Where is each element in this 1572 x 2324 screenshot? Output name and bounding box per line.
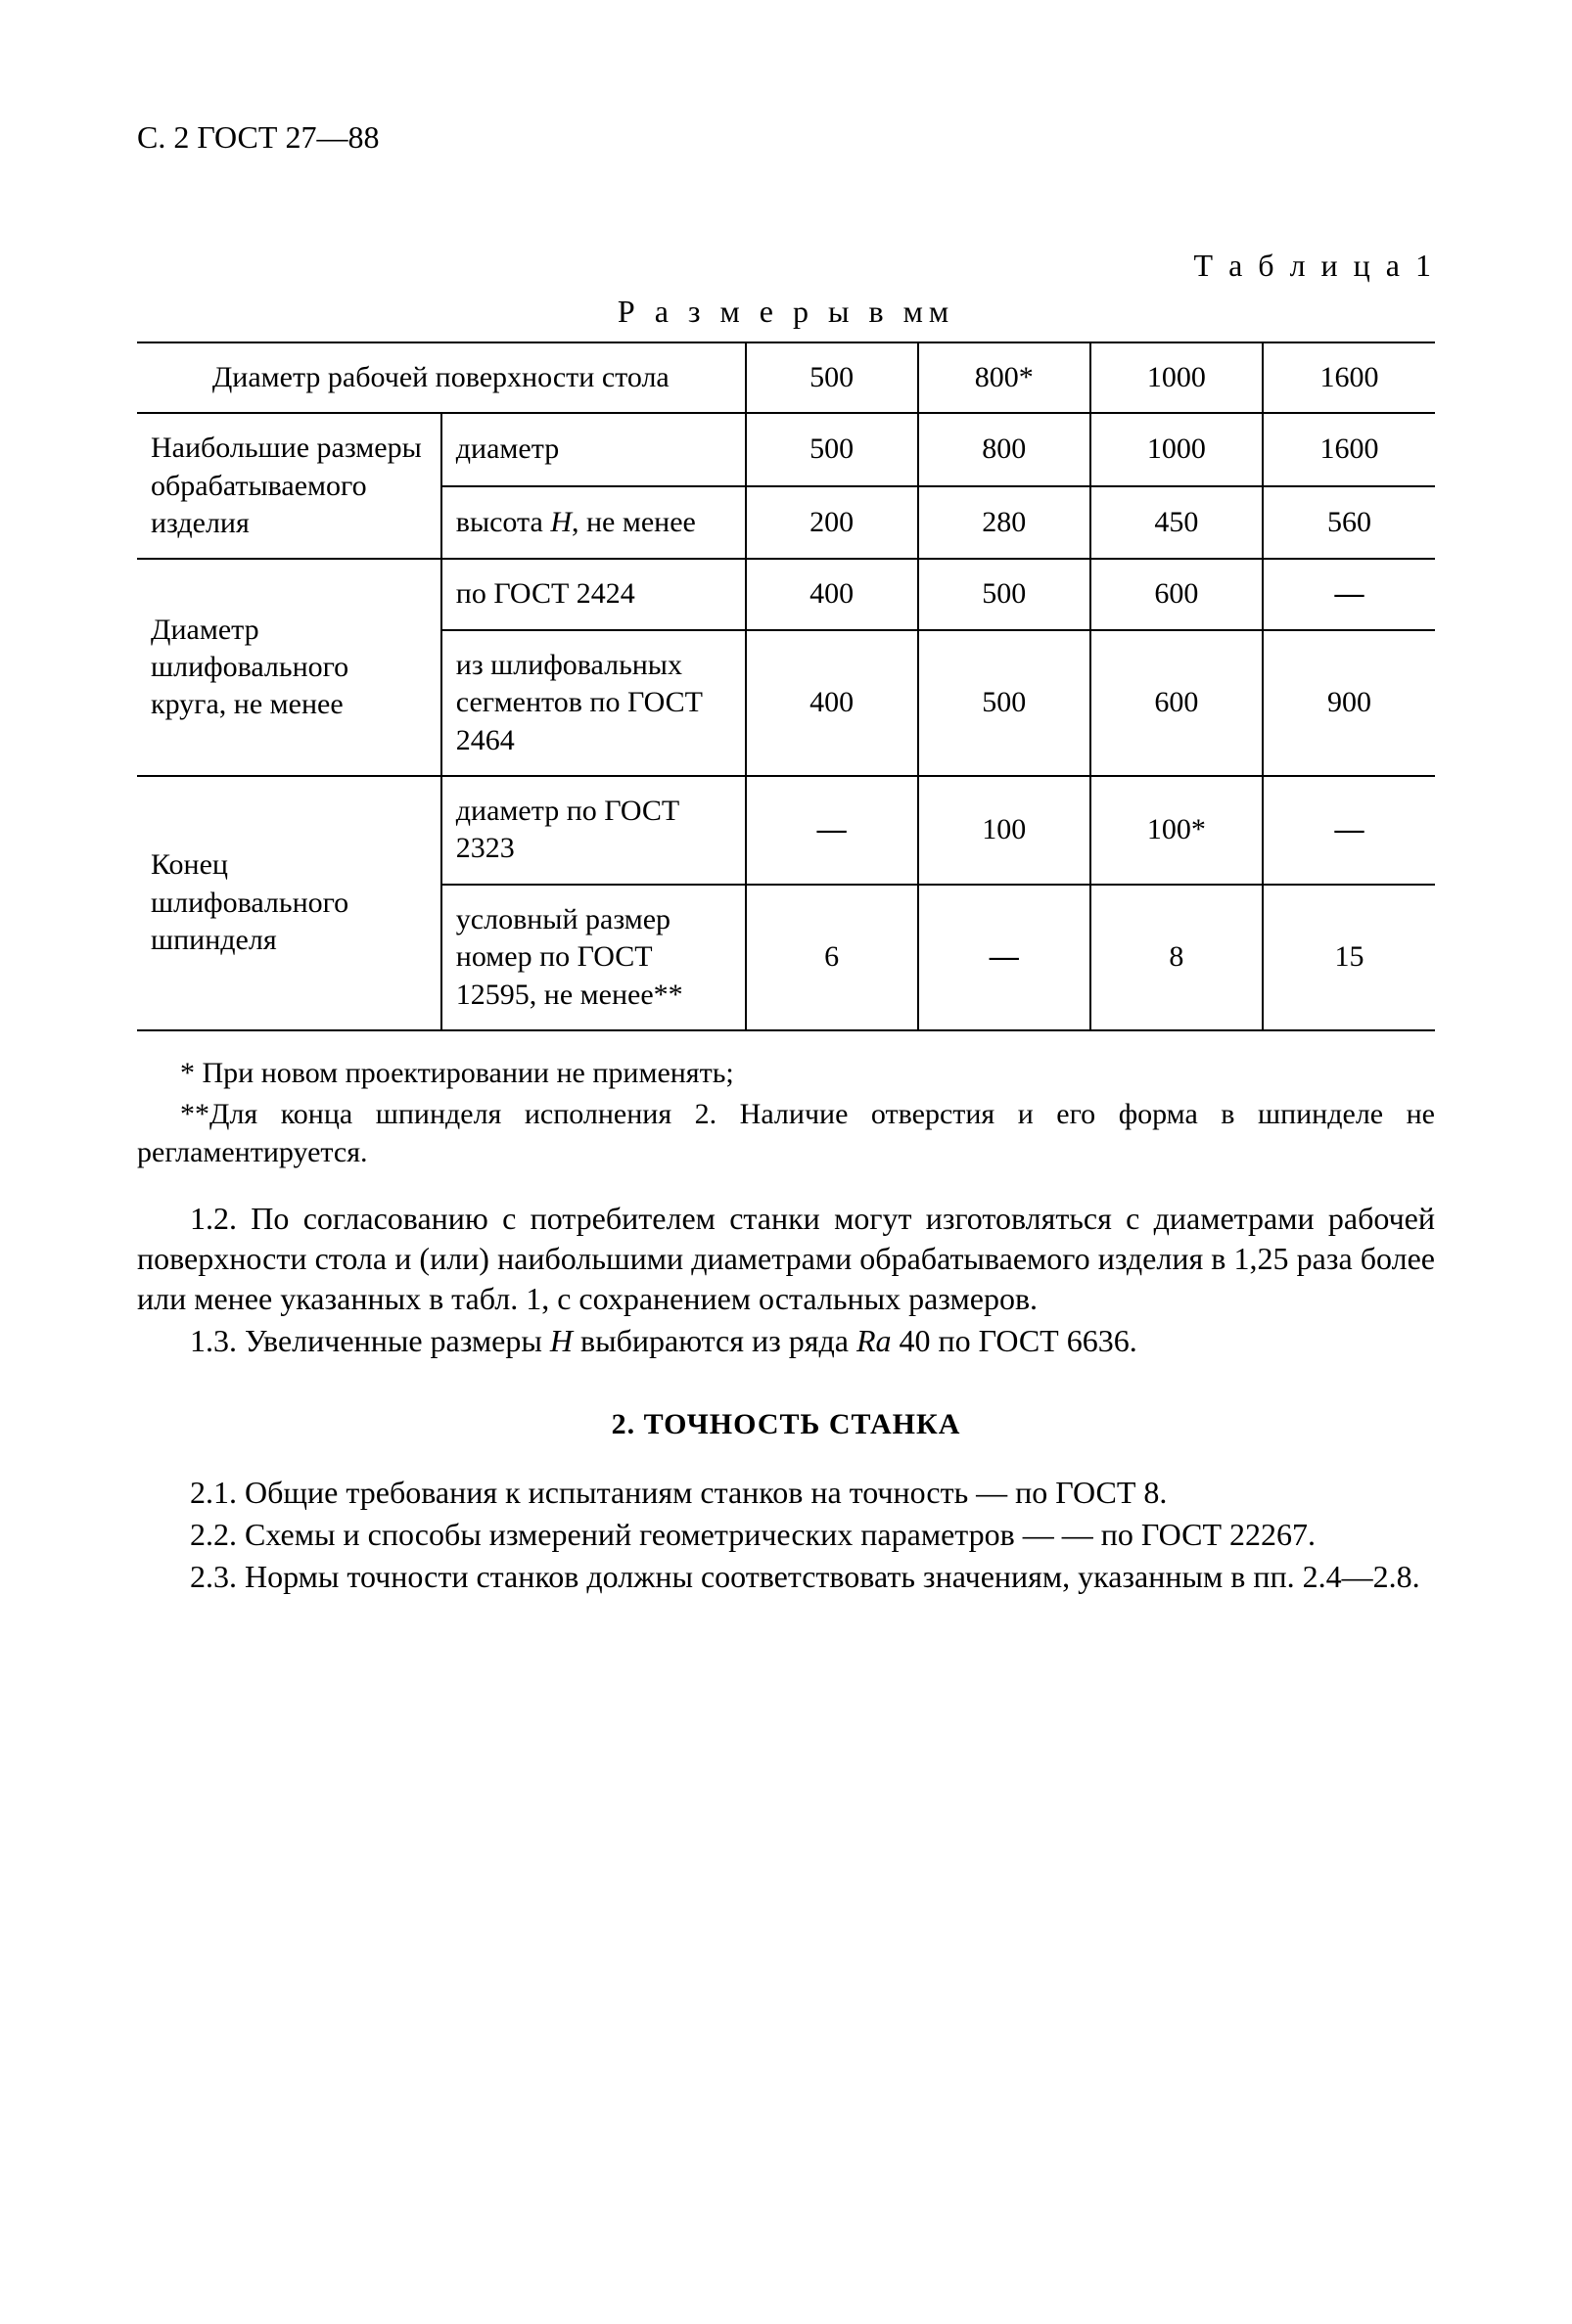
cell: 100* [1090,776,1263,885]
table-caption: Р а з м е р ы в мм [137,292,1435,332]
header-col-0: 500 [746,342,918,413]
cell: 200 [746,486,918,560]
cell: 1600 [1263,413,1435,486]
header-col-1: 800* [918,342,1090,413]
clause-2-2: 2.2. Схемы и способы измерений геометрич… [137,1515,1435,1555]
section-2-title: 2. ТОЧНОСТЬ СТАНКА [137,1406,1435,1443]
group-0-sub-1-label: высота Н, не менее [441,486,746,560]
footnote-1: * При новом проектировании не применять; [137,1055,1435,1092]
cell: 500 [746,413,918,486]
header-param: Диаметр рабочей поверхности стола [137,342,746,413]
group-2-label: Конец шлифовального шпинделя [137,776,441,1030]
table-header-row: Диаметр рабочей поверхности стола 500 80… [137,342,1435,413]
group-2-sub-0-label: диаметр по ГОСТ 2323 [441,776,746,885]
table-footnotes: * При новом проектировании не применять;… [137,1055,1435,1171]
cell: 1000 [1090,413,1263,486]
group-1-sub-1-label: из шлифовальных сегментов по ГОСТ 2464 [441,630,746,776]
footnote-2: **Для конца шпинделя исполнения 2. Налич… [137,1096,1435,1171]
page: С. 2 ГОСТ 27—88 Т а б л и ц а 1 Р а з м … [0,0,1572,2324]
table-row: Наибольшие размеры обрабатываемого издел… [137,413,1435,486]
page-header: С. 2 ГОСТ 27—88 [137,117,1435,158]
cell: 600 [1090,559,1263,629]
clause-2-3: 2.3. Нормы точности станков должны соотв… [137,1557,1435,1597]
cell: 8 [1090,885,1263,1030]
header-col-3: 1600 [1263,342,1435,413]
cell: 400 [746,630,918,776]
cell: 15 [1263,885,1435,1030]
cell: — [918,885,1090,1030]
cell: 500 [918,559,1090,629]
cell: 900 [1263,630,1435,776]
group-0-label: Наибольшие размеры обрабатываемого издел… [137,413,441,559]
cell: — [1263,559,1435,629]
var-Ra: Ra [856,1323,892,1358]
var-H: Н [550,1323,573,1358]
cell: 500 [918,630,1090,776]
cell: 600 [1090,630,1263,776]
group-1-sub-0-label: по ГОСТ 2424 [441,559,746,629]
clause-2-1: 2.1. Общие требования к испытаниям станк… [137,1473,1435,1513]
text-frag: выбираются из ряда [573,1323,856,1358]
clause-1-2-1-3: 1.2. По согласованию с потребителем стан… [137,1199,1435,1361]
clause-1-3: 1.3. Увеличенные размеры Н выбираются из… [137,1321,1435,1361]
group-2-sub-1-label: условный размер номер по ГОСТ 12595, не … [441,885,746,1030]
header-col-2: 1000 [1090,342,1263,413]
cell: 400 [746,559,918,629]
cell: 100 [918,776,1090,885]
cell: 560 [1263,486,1435,560]
clause-1-2: 1.2. По согласованию с потребителем стан… [137,1199,1435,1319]
text-frag: 1.3. Увеличенные размеры [190,1323,550,1358]
cell: 450 [1090,486,1263,560]
cell: 6 [746,885,918,1030]
group-0-sub-0-label: диаметр [441,413,746,486]
table-number-label: Т а б л и ц а 1 [137,246,1435,286]
cell: — [1263,776,1435,885]
table-row: Конец шлифовального шпинделя диаметр по … [137,776,1435,885]
cell: — [746,776,918,885]
cell: 800 [918,413,1090,486]
cell: 280 [918,486,1090,560]
text-frag: 40 по ГОСТ 6636. [891,1323,1136,1358]
dimensions-table: Диаметр рабочей поверхности стола 500 80… [137,342,1435,1031]
table-row: Диаметр шлифовального круга, не менее по… [137,559,1435,629]
group-1-label: Диаметр шлифовального круга, не менее [137,559,441,776]
section-2-body: 2.1. Общие требования к испытаниям станк… [137,1473,1435,1597]
